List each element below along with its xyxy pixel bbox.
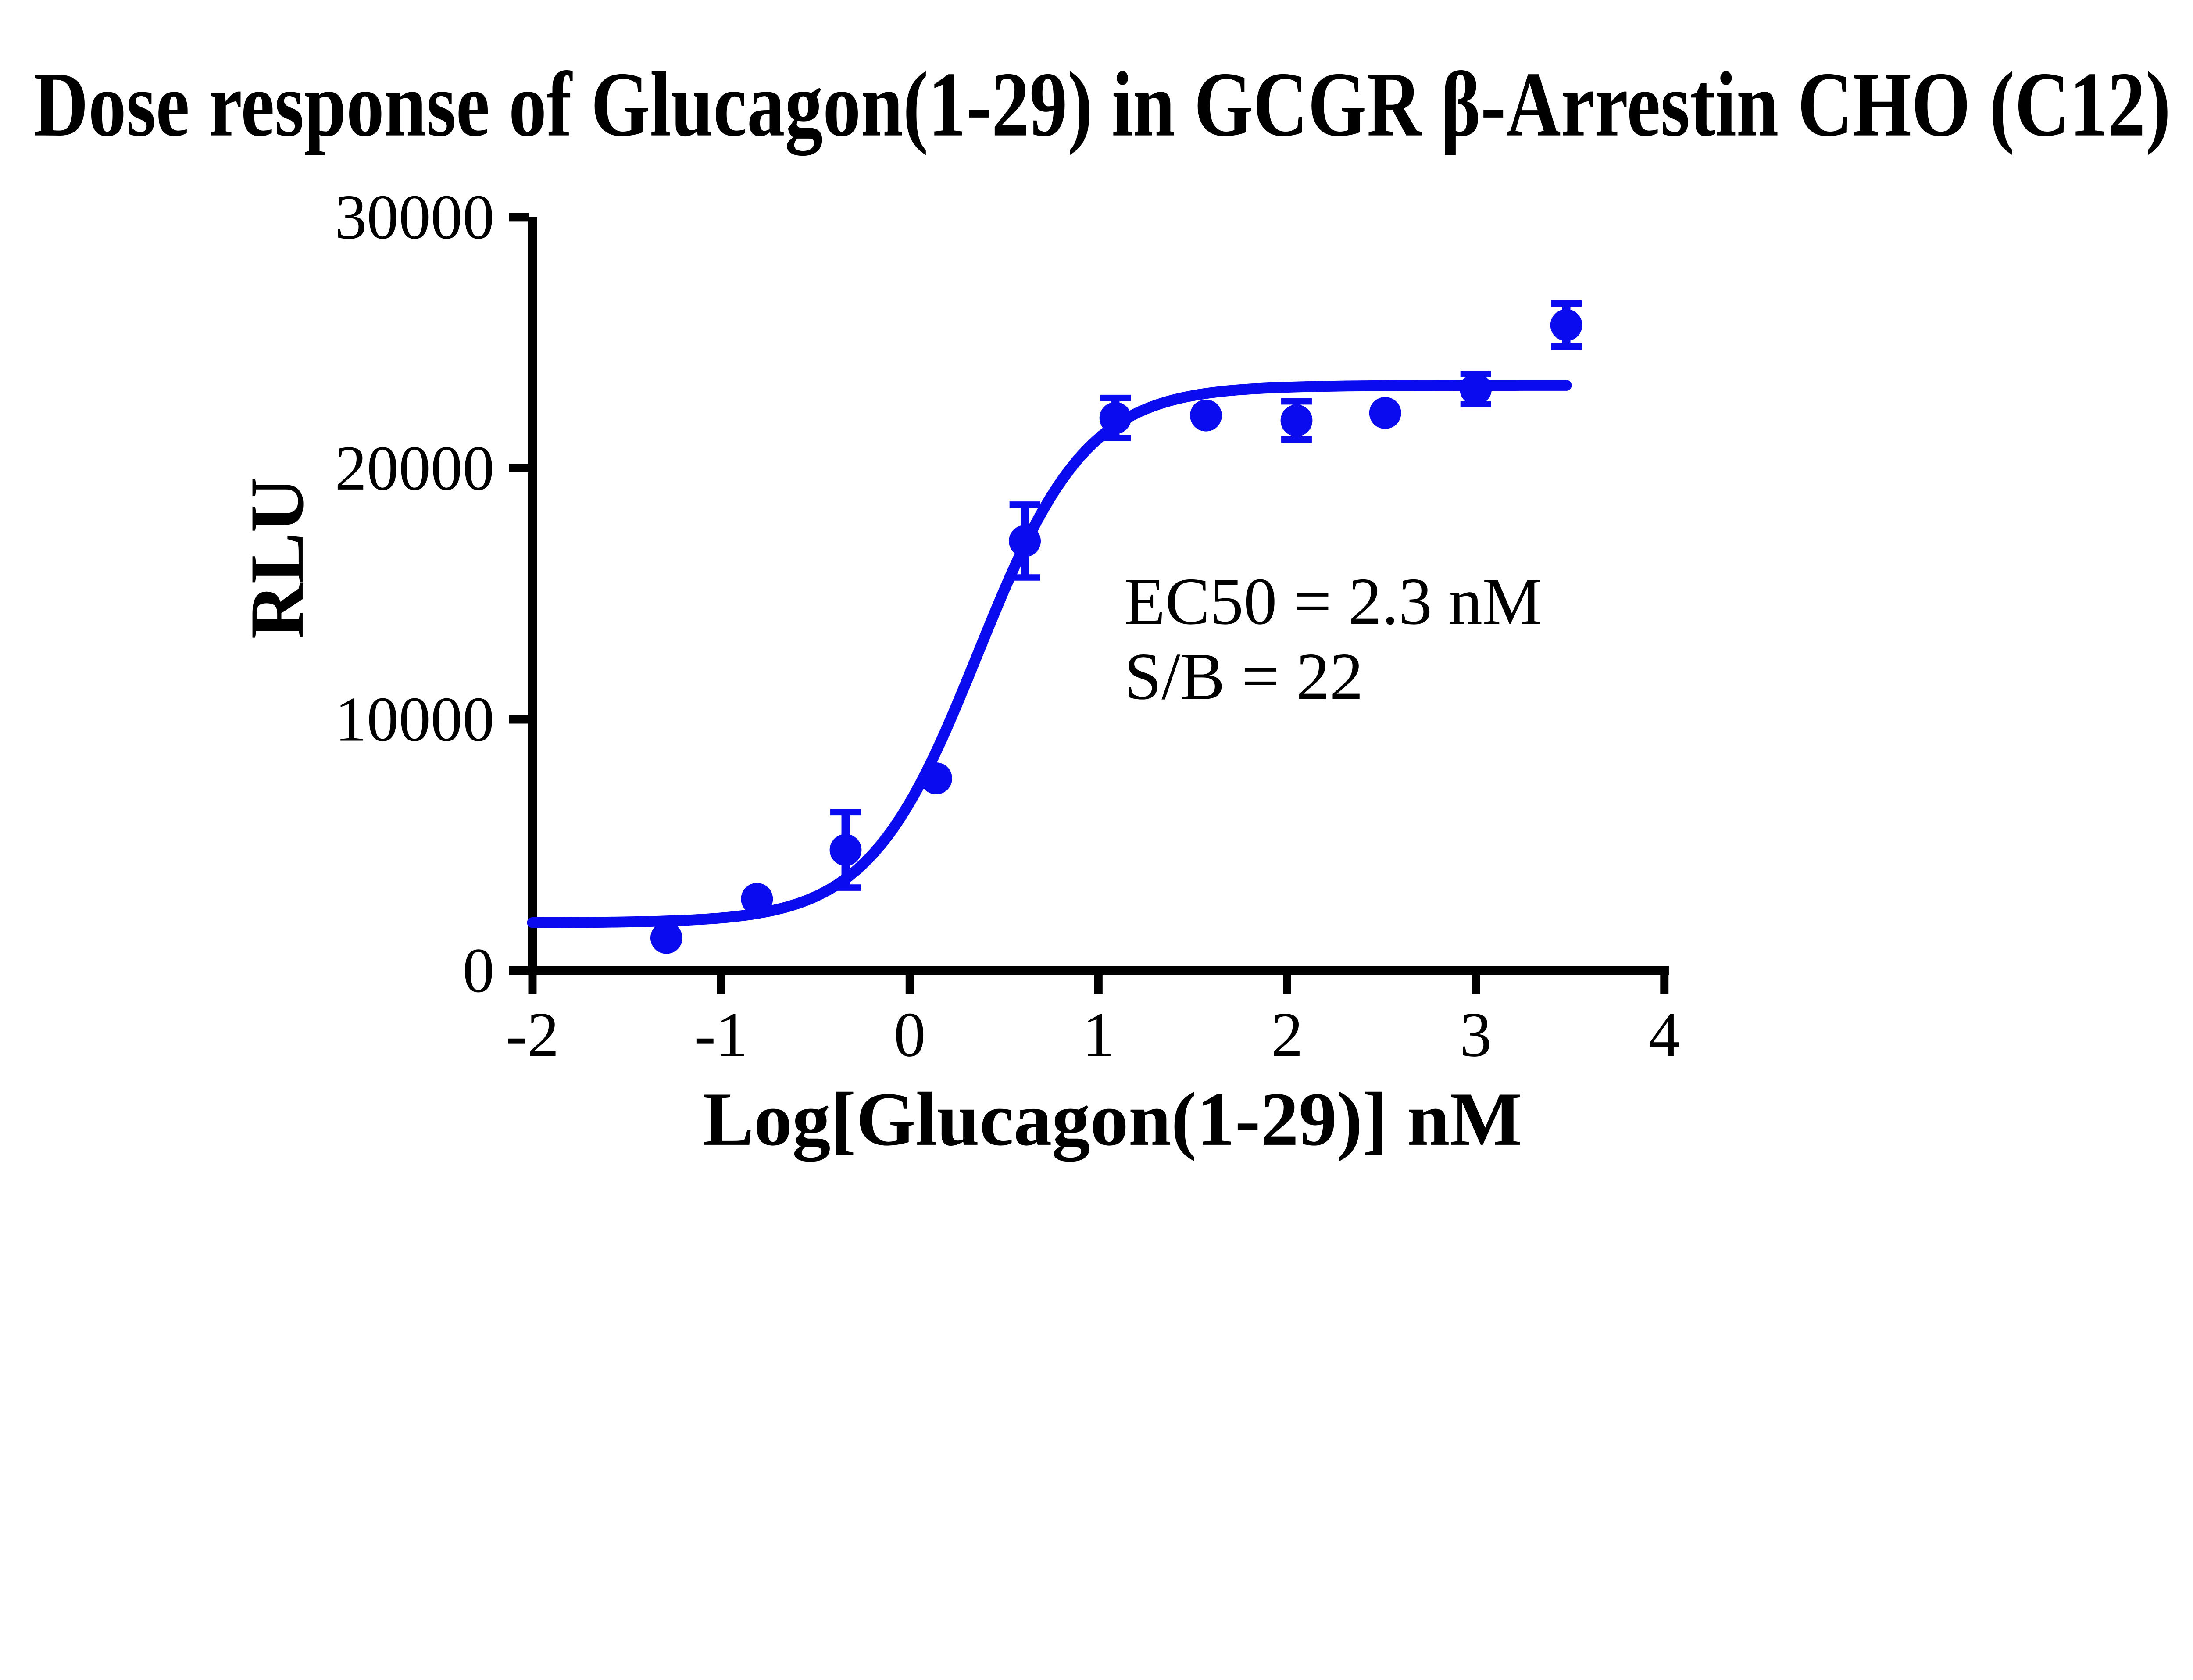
data-point xyxy=(1369,397,1401,429)
x-tick-label: -2 xyxy=(506,999,559,1070)
x-tick-label: 1 xyxy=(1082,999,1114,1070)
data-point xyxy=(1190,399,1222,432)
data-point xyxy=(1099,402,1132,434)
data-point xyxy=(920,762,952,794)
dose-response-figure: Dose response of Glucagon(1-29) in GCGR … xyxy=(33,53,2171,1162)
chart-title: Dose response of Glucagon(1-29) in GCGR … xyxy=(33,53,2171,156)
data-point xyxy=(1280,404,1313,437)
x-tick-label: 2 xyxy=(1271,999,1303,1070)
signal-to-background-text: S/B = 22 xyxy=(1124,639,1364,714)
data-point xyxy=(829,834,862,866)
data-point xyxy=(741,883,773,915)
x-tick-label: 0 xyxy=(894,999,926,1070)
x-tick-label: 3 xyxy=(1460,999,1492,1070)
data-point xyxy=(1009,525,1041,557)
ec50-text: EC50 = 2.3 nM xyxy=(1124,564,1542,639)
data-point xyxy=(1550,309,1582,341)
y-tick-label: 0 xyxy=(463,935,495,1006)
data-point xyxy=(650,922,682,954)
x-tick-label: -1 xyxy=(694,999,747,1070)
x-axis-title: Log[Glucagon(1-29)] nM xyxy=(703,1076,1522,1162)
fit-curve xyxy=(527,380,1572,928)
x-tick-label: 4 xyxy=(1648,999,1680,1070)
y-tick-label: 20000 xyxy=(335,433,494,504)
plot-area: 0 10000 20000 30000 -2 -1 0 1 2 3 4 xyxy=(335,182,1680,1070)
fit-annotation: EC50 = 2.3 nM S/B = 22 xyxy=(1124,564,1542,714)
y-tick-label: 10000 xyxy=(335,684,494,754)
y-tick-label: 30000 xyxy=(335,182,494,252)
data-point xyxy=(1460,373,1492,405)
